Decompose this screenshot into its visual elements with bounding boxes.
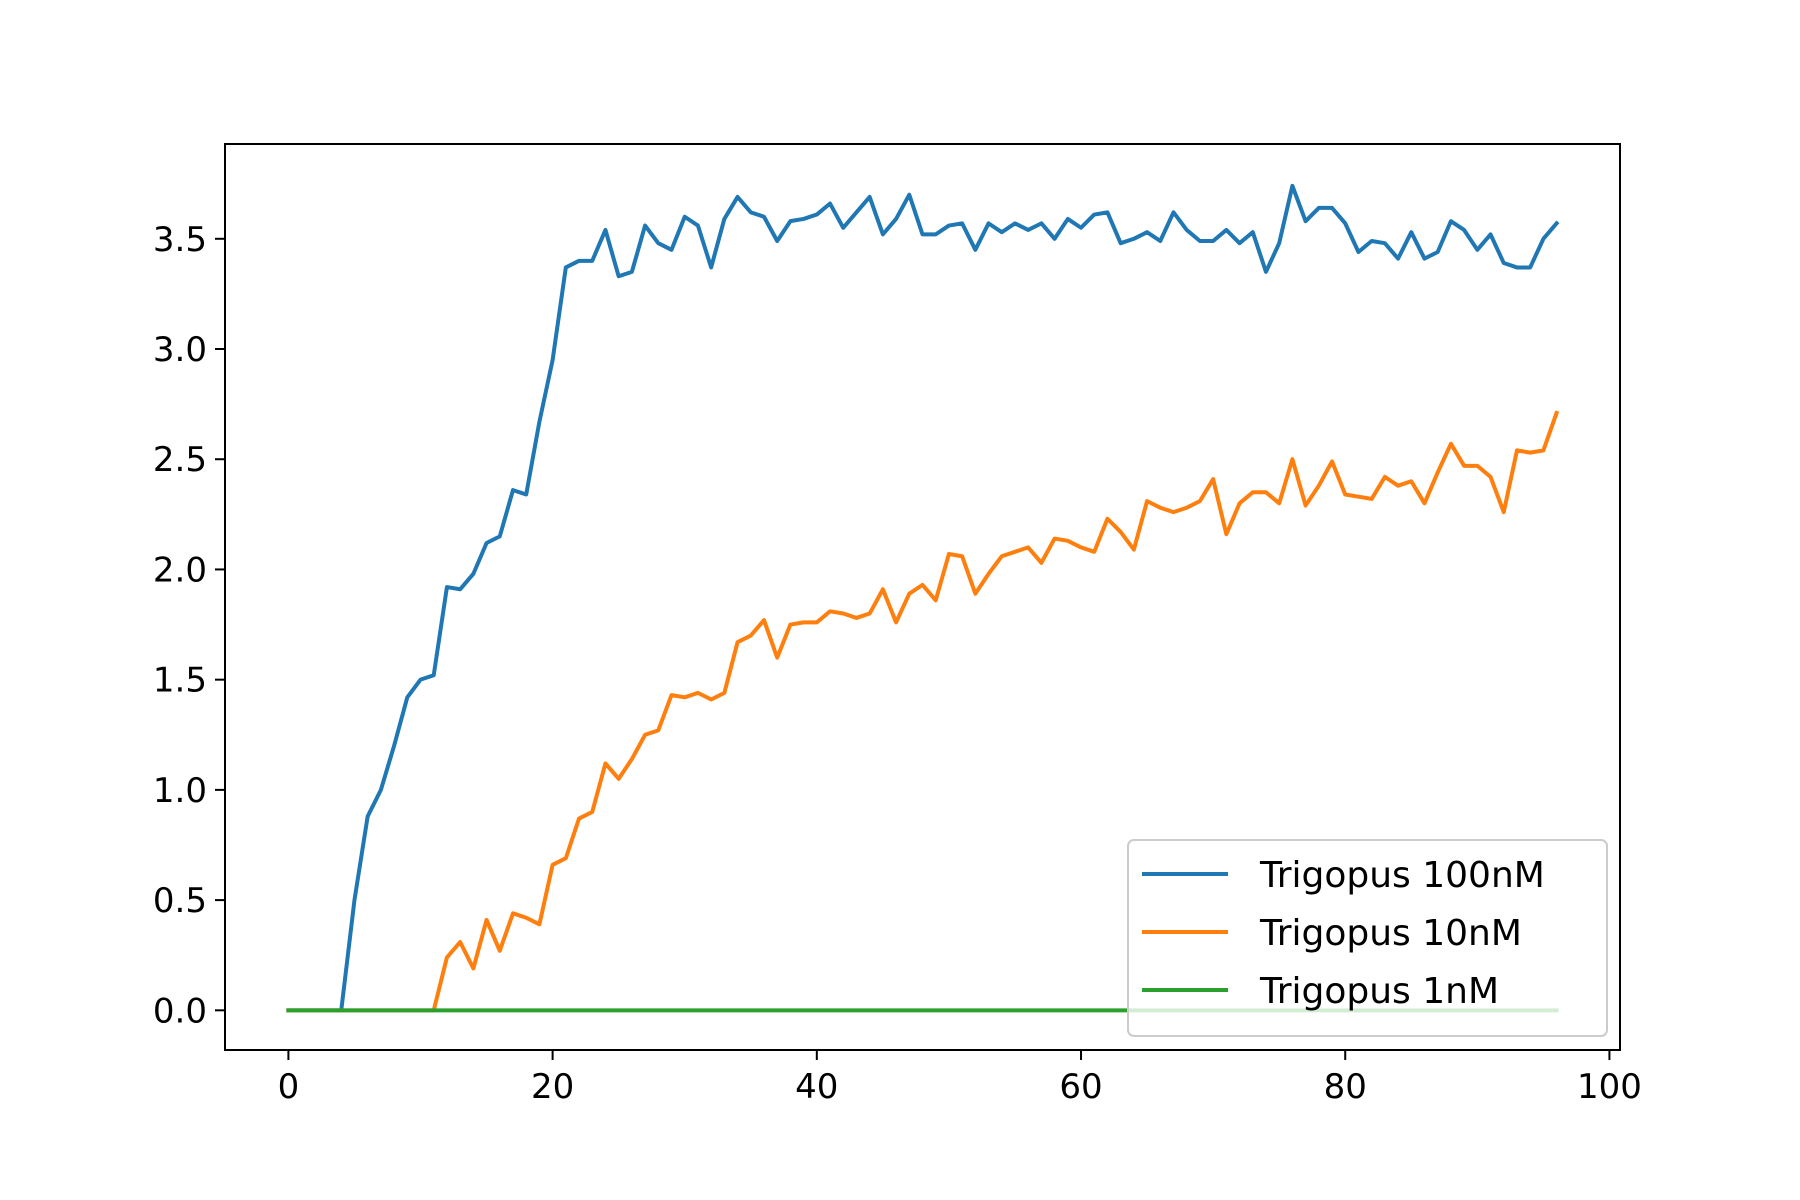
y-tick-label: 1.0 [153, 771, 207, 811]
x-tick-label: 40 [795, 1067, 838, 1107]
legend-label-trigopus-100nm: Trigopus 100nM [1259, 855, 1545, 896]
y-tick-label: 3.0 [153, 330, 207, 370]
x-tick-label: 100 [1577, 1067, 1642, 1107]
y-tick-label: 0.5 [153, 881, 207, 921]
plot-frame [224, 143, 1621, 1051]
legend-label-trigopus-10nm: Trigopus 10nM [1259, 913, 1522, 954]
x-axis: 0 20 40 60 80 100 [278, 1050, 1642, 1107]
x-tick-label: 60 [1059, 1067, 1102, 1107]
x-tick-label: 80 [1324, 1067, 1367, 1107]
legend-box [1127, 839, 1608, 1037]
legend-label-trigopus-1nm: Trigopus 1nM [1259, 971, 1499, 1012]
x-tick-label: 0 [278, 1067, 300, 1107]
y-tick-label: 2.0 [153, 550, 207, 590]
legend: Trigopus 100nM Trigopus 10nM Trigopus 1nM [1127, 839, 1608, 1037]
series-line-trigopus-100nm [286, 183, 1560, 1013]
x-tick-label: 20 [531, 1067, 574, 1107]
y-axis: 0.0 0.5 1.0 1.5 2.0 2.5 3.0 3.5 [153, 220, 225, 1031]
series-line-trigopus-10nm [286, 410, 1560, 1013]
y-tick-label: 1.5 [153, 661, 207, 701]
y-tick-label: 0.0 [153, 991, 207, 1031]
y-tick-label: 2.5 [153, 440, 207, 480]
y-tick-label: 3.5 [153, 220, 207, 260]
